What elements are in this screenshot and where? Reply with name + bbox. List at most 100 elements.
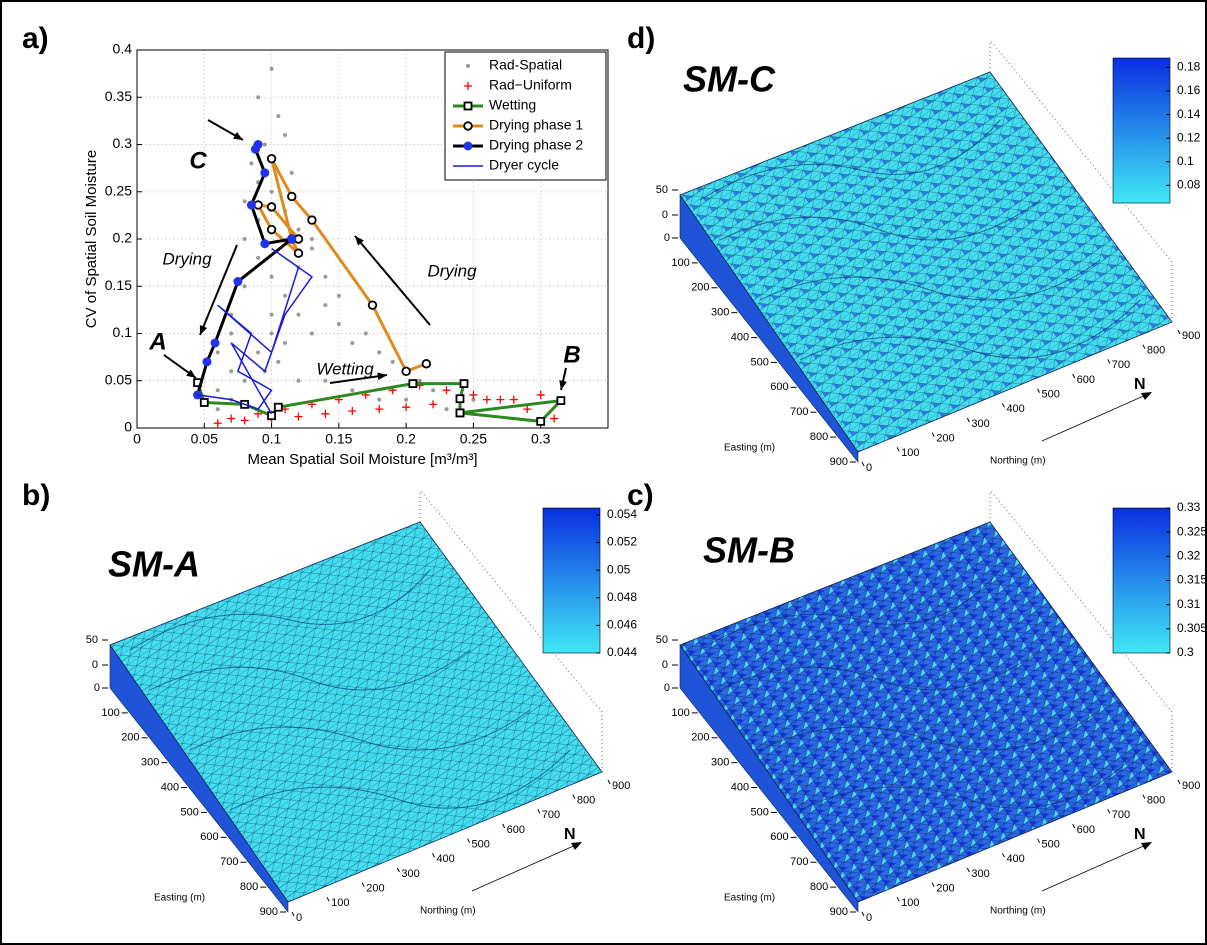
annotation: Wetting xyxy=(316,359,374,378)
y-tick-label: 700 xyxy=(1112,809,1130,821)
y-axis-label: Northing (m) xyxy=(420,906,476,917)
z-tick-label: 50 xyxy=(656,184,668,196)
point xyxy=(256,255,261,260)
axis-box-dotted xyxy=(989,39,1173,322)
y-tick-label: 500 xyxy=(1042,839,1060,851)
y-tick xyxy=(1142,794,1146,799)
y-tick-label: 100 xyxy=(331,897,349,909)
y-tick-label: 900 xyxy=(1182,780,1200,792)
x-tick-label: 300 xyxy=(711,757,729,769)
point xyxy=(401,366,411,376)
colorbar-tick-label: 0.31 xyxy=(1177,597,1201,611)
legend-swatch xyxy=(466,64,470,68)
point xyxy=(233,277,243,287)
panel-label: b) xyxy=(22,479,50,512)
x-tick-label: 900 xyxy=(830,456,848,468)
north-arrow-head xyxy=(1141,842,1152,850)
x-tick-label: 0.2 xyxy=(396,431,416,447)
point xyxy=(273,402,283,412)
point xyxy=(249,161,254,166)
point xyxy=(323,303,328,308)
y-tick-label: 0 xyxy=(124,419,132,435)
point xyxy=(417,378,422,383)
legend-label: Rad-Spatial xyxy=(489,57,562,73)
x-tick-label: 0 xyxy=(94,682,100,694)
x-tick-label: 300 xyxy=(711,307,729,319)
colorbar xyxy=(542,507,601,654)
z-tick-label: 0 xyxy=(662,659,668,671)
x-axis-label: Easting (m) xyxy=(724,443,775,454)
y-tick-label: 200 xyxy=(936,433,954,445)
x-tick-label: 400 xyxy=(161,781,179,793)
y-tick xyxy=(431,853,435,858)
y-tick xyxy=(931,432,935,437)
point xyxy=(469,390,478,399)
point xyxy=(296,227,301,232)
y-tick-label: 0.15 xyxy=(105,277,132,293)
colorbar-tick-label: 0.048 xyxy=(607,590,637,604)
y-axis-label: CV of Spatial Soil Moisture xyxy=(83,150,100,328)
y-tick-label: 900 xyxy=(612,780,630,792)
y-tick-label: 100 xyxy=(901,897,919,909)
x-tick-label: 600 xyxy=(770,381,788,393)
point xyxy=(242,199,247,204)
point xyxy=(242,378,247,383)
point xyxy=(363,331,368,336)
arrow-line xyxy=(329,374,388,384)
panel-label: c) xyxy=(627,479,654,512)
point xyxy=(246,200,256,210)
point xyxy=(421,359,432,369)
point xyxy=(283,340,288,345)
point xyxy=(262,142,267,147)
point xyxy=(455,394,465,404)
colorbar-tick-label: 0.046 xyxy=(607,618,637,632)
y-tick-label: 0.35 xyxy=(105,88,132,104)
annotation: Drying xyxy=(162,249,212,268)
legend-swatch xyxy=(463,101,473,111)
point xyxy=(348,406,357,415)
point xyxy=(444,407,449,412)
x-tick-label: 200 xyxy=(121,732,139,744)
annotation: A xyxy=(148,328,166,355)
colorbar-tick-label: 0.325 xyxy=(1177,524,1207,538)
point xyxy=(482,395,491,404)
y-tick xyxy=(537,809,541,814)
x-tick-label: 100 xyxy=(671,707,689,719)
y-tick-label: 0 xyxy=(296,912,302,924)
arrow-line xyxy=(199,244,238,336)
colorbar-tick-label: 0.05 xyxy=(607,562,631,576)
y-tick-label: 200 xyxy=(366,883,384,895)
north-arrow xyxy=(1041,843,1149,892)
y-tick xyxy=(1177,329,1181,335)
x-tick-label: 0.3 xyxy=(531,431,551,447)
point xyxy=(287,234,297,244)
series-line xyxy=(197,247,313,415)
y-axis-label: Northing (m) xyxy=(990,906,1046,917)
x-tick-label: 800 xyxy=(810,881,828,893)
y-tick-label: 0.1 xyxy=(113,324,133,340)
y-tick-label: 300 xyxy=(401,868,419,880)
x-tick-label: 600 xyxy=(200,831,218,843)
colorbar-tick-label: 0.315 xyxy=(1177,573,1207,587)
y-tick xyxy=(861,911,865,917)
north-arrow xyxy=(471,843,579,892)
legend-label: Wetting xyxy=(489,97,536,113)
point xyxy=(390,359,395,364)
y-axis-label: Northing (m) xyxy=(990,456,1046,467)
z-tick-label: 0 xyxy=(92,659,98,671)
point xyxy=(321,409,330,418)
point xyxy=(307,215,317,225)
point xyxy=(404,397,409,402)
point xyxy=(536,416,546,426)
y-tick xyxy=(1107,809,1111,814)
arrow-head xyxy=(233,132,243,140)
y-tick-label: 800 xyxy=(1147,345,1165,357)
y-tick-label: 0.25 xyxy=(105,182,132,198)
arrow-line xyxy=(354,235,431,326)
point xyxy=(323,378,328,383)
point xyxy=(269,189,274,194)
axis-box-dotted xyxy=(989,489,1173,772)
y-tick xyxy=(1072,373,1076,379)
x-tick-label: 500 xyxy=(751,356,769,368)
